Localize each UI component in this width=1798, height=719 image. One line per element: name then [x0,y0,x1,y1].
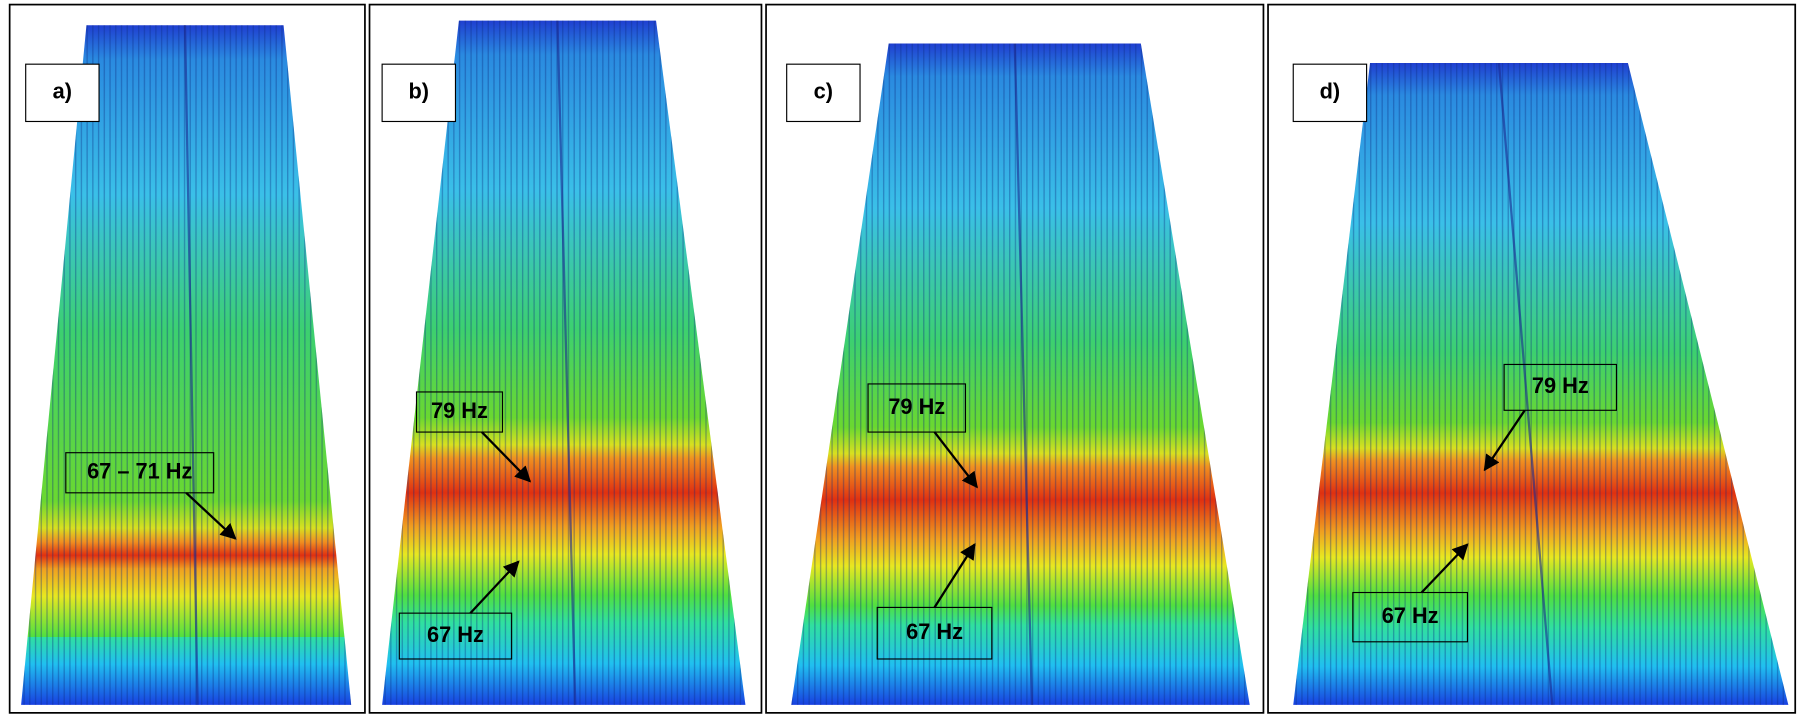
annotation-arrow [469,560,520,614]
surface-center-line [1013,43,1034,705]
surface-center-line [1497,62,1554,705]
annotation-box [398,612,513,660]
surface-ridges [21,25,352,705]
surface-ridges [382,20,746,705]
panel: c) 79 Hz 67 Hz [765,3,1265,714]
annotation-box [1503,363,1618,411]
annotation-label: 67 Hz [427,622,484,647]
annotation-arrow [1420,543,1469,594]
surface-ridges [791,43,1250,705]
annotation-box [415,391,504,433]
annotation-box [867,383,967,433]
annotation-label: 67 Hz [906,619,963,644]
panel-label: a) [53,79,72,104]
panel-label: d) [1320,79,1341,104]
panel: a) 67 – 71 Hz [8,3,366,714]
annotation-box [1352,591,1469,643]
panel-label-box [25,63,100,123]
annotation-box [876,606,993,660]
panel-label: c) [814,79,833,104]
annotation-arrow [481,431,532,483]
annotation-box [65,452,215,494]
annotation-arrow [185,491,237,540]
annotation-arrow [933,431,978,489]
annotation-label: 67 Hz [1382,603,1439,628]
annotation-label: 67 – 71 Hz [87,459,192,484]
annotation-label: 79 Hz [888,394,945,419]
annotation-arrow [1483,409,1526,472]
panel-label-box [786,63,861,123]
surface-center-line [183,25,199,705]
annotation-arrow [933,543,976,609]
panel: b) 79 Hz 67 Hz [368,3,763,714]
annotation-label: 79 Hz [1532,373,1589,398]
panel-label: b) [409,79,430,104]
annotation-label: 79 Hz [431,398,488,423]
panel: d) 79 Hz 67 Hz [1267,3,1797,714]
panel-label-box [1292,63,1368,123]
panel-label-box [381,63,457,123]
surface-center-line [556,20,577,705]
surface-ridges [1293,63,1789,705]
